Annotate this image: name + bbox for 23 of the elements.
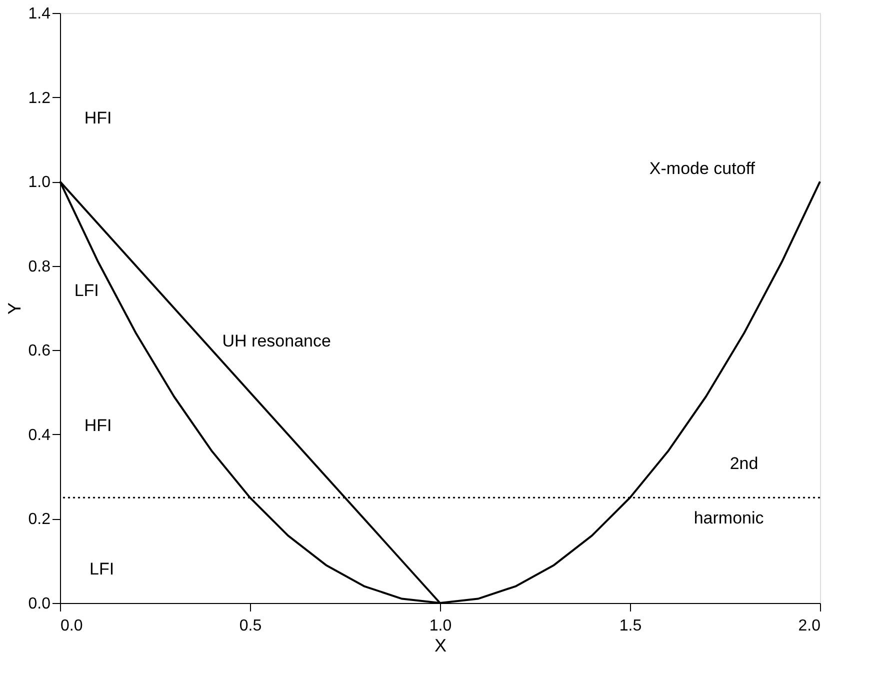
annotation: 2nd xyxy=(730,454,758,473)
x-tick-label: 0.0 xyxy=(60,618,83,634)
x-axis-title: X xyxy=(434,636,447,656)
y-tick-label: 0.6 xyxy=(28,342,51,360)
x-tick-label: 1.0 xyxy=(429,618,452,634)
y-tick-label: 1.0 xyxy=(28,174,51,192)
annotation: LFI xyxy=(74,281,99,300)
x-tick-label: 2.0 xyxy=(798,618,821,634)
annotation: HFI xyxy=(84,416,112,435)
y-tick-label: 1.4 xyxy=(28,6,51,22)
annotation: X-mode cutoff xyxy=(649,158,756,178)
y-tick-label: 0.8 xyxy=(28,258,51,276)
x-tick-label: 1.5 xyxy=(619,618,642,634)
y-tick-label: 0.0 xyxy=(28,596,51,612)
annotation: harmonic xyxy=(694,508,764,528)
x-tick-label: 0.5 xyxy=(239,618,262,634)
y-axis-title: Y xyxy=(4,302,24,315)
y-tick-label: 0.2 xyxy=(28,511,51,528)
annotation: HFI xyxy=(84,108,112,128)
y-tick-label: 1.2 xyxy=(28,90,51,107)
y-tick-label: 0.4 xyxy=(28,426,51,444)
annotation: LFI xyxy=(90,559,114,578)
annotation: UH resonance xyxy=(222,332,331,351)
